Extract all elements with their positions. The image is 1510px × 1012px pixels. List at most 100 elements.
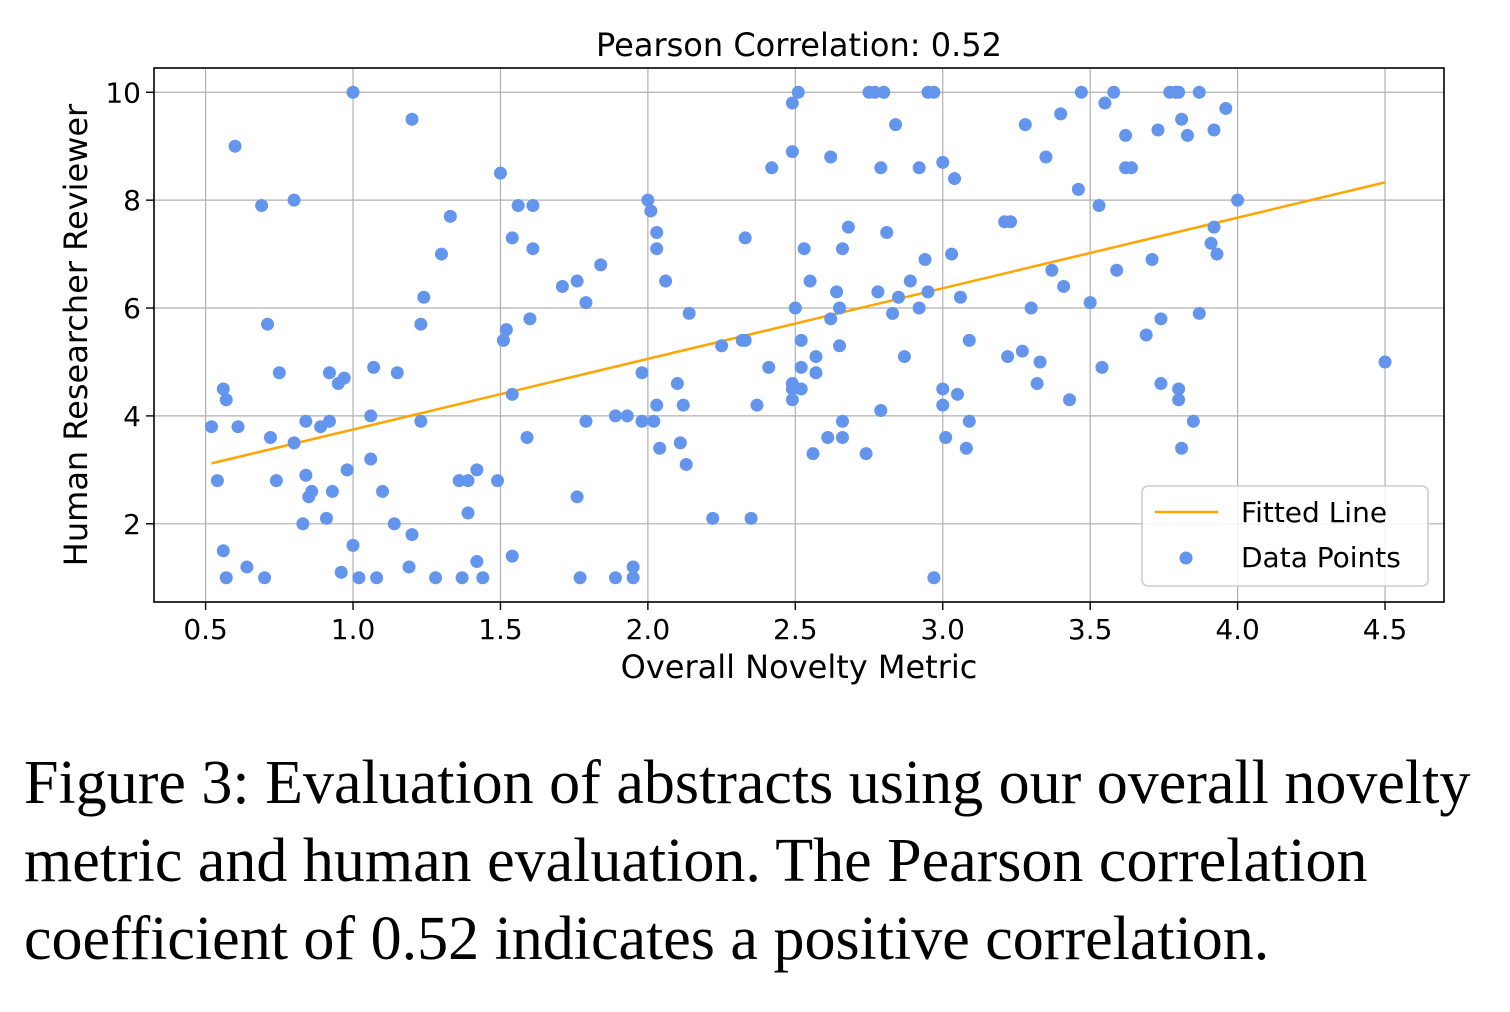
data-point (824, 312, 838, 326)
data-point (1033, 355, 1047, 369)
data-point (1207, 220, 1221, 234)
data-point (319, 511, 333, 525)
data-point (635, 414, 649, 428)
x-axis-label: Overall Novelty Metric (621, 648, 978, 686)
data-point (352, 571, 366, 585)
data-point (231, 420, 245, 434)
data-point (809, 350, 823, 364)
data-point (797, 242, 811, 256)
data-point (579, 296, 593, 310)
data-point (443, 209, 457, 223)
data-point (255, 199, 269, 213)
data-point (1210, 247, 1224, 261)
data-point (948, 172, 962, 186)
data-point (1186, 414, 1200, 428)
data-point (263, 430, 277, 444)
data-point (744, 511, 758, 525)
data-point (1231, 193, 1245, 207)
data-point (496, 333, 510, 347)
data-point (1024, 301, 1038, 315)
data-point (936, 382, 950, 396)
data-point (1154, 377, 1168, 391)
data-point (210, 474, 224, 488)
data-point (833, 301, 847, 315)
data-point (912, 161, 926, 175)
data-point (1175, 112, 1189, 126)
x-tick-label: 4.0 (1215, 613, 1260, 646)
data-point (644, 204, 658, 218)
data-point (835, 414, 849, 428)
data-point (936, 155, 950, 169)
plot-frame (153, 67, 1445, 603)
data-point (650, 242, 664, 256)
data-point (1039, 150, 1053, 164)
data-point (405, 112, 419, 126)
data-point (505, 549, 519, 563)
data-point (886, 306, 900, 320)
data-point (750, 398, 764, 412)
data-point (570, 274, 584, 288)
data-point (1192, 306, 1206, 320)
data-point (417, 290, 431, 304)
data-point (1045, 263, 1059, 277)
data-point (461, 506, 475, 520)
data-point (305, 484, 319, 498)
chart-title: Pearson Correlation: 0.52 (596, 26, 1002, 64)
data-point (570, 490, 584, 504)
y-tick-label: 10 (105, 76, 141, 109)
data-point (1207, 123, 1221, 137)
data-point (1071, 182, 1085, 196)
data-point (903, 274, 917, 288)
data-point (240, 560, 254, 574)
data-point (874, 161, 888, 175)
x-tick-label: 1.0 (331, 613, 376, 646)
data-point (299, 468, 313, 482)
data-point (945, 247, 959, 261)
x-tick-label: 3.5 (1068, 613, 1113, 646)
data-point (579, 414, 593, 428)
data-point (794, 333, 808, 347)
y-tick-label: 2 (123, 508, 141, 541)
data-point (405, 528, 419, 542)
data-point (1004, 215, 1018, 229)
data-point (455, 571, 469, 585)
data-point (1030, 377, 1044, 391)
data-point (337, 371, 351, 385)
data-point (219, 393, 233, 407)
data-point (673, 436, 687, 450)
data-point (272, 366, 286, 380)
data-point (912, 301, 926, 315)
legend-label-fitted-line: Fitted Line (1241, 496, 1387, 529)
data-point (476, 571, 490, 585)
data-point (1172, 85, 1186, 99)
data-point (1151, 123, 1165, 137)
data-point (1124, 161, 1138, 175)
data-point (1180, 128, 1194, 142)
data-point (608, 409, 622, 423)
data-point (874, 404, 888, 418)
data-point (499, 323, 513, 337)
y-axis-ticks: 2 4 6 8 10 (105, 76, 154, 541)
x-tick-label: 3.0 (920, 613, 965, 646)
data-point (830, 285, 844, 299)
data-point (555, 279, 569, 293)
data-point (414, 317, 428, 331)
data-point (219, 571, 233, 585)
data-point (806, 447, 820, 461)
data-point (367, 360, 381, 374)
data-point (950, 387, 964, 401)
data-point (1175, 441, 1189, 455)
data-point (390, 366, 404, 380)
x-tick-label: 1.5 (478, 613, 523, 646)
data-point (470, 463, 484, 477)
data-point (322, 366, 336, 380)
data-point (1172, 393, 1186, 407)
data-point (287, 436, 301, 450)
data-point (738, 231, 752, 245)
data-point (414, 414, 428, 428)
data-point (346, 538, 360, 552)
data-point (880, 226, 894, 240)
data-point (1219, 101, 1233, 115)
data-point (594, 258, 608, 272)
data-point (676, 398, 690, 412)
